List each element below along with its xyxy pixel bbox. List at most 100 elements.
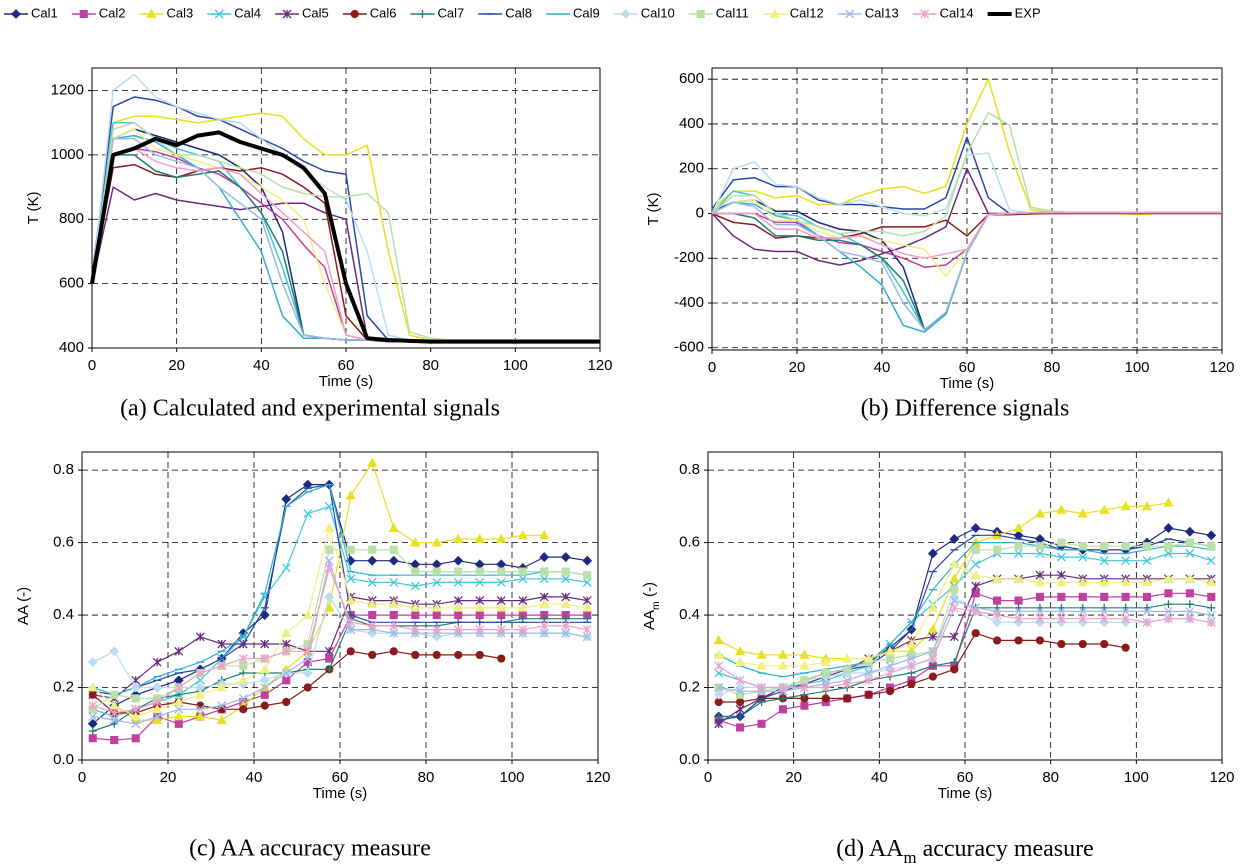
data-point [1164,542,1173,551]
data-point [1164,589,1173,598]
x-tick-label: 80 [422,357,439,374]
legend-marker [845,9,855,19]
data-point [302,609,313,619]
data-point [1207,542,1216,551]
text-part: (d) AA [836,836,904,862]
data-point [260,690,269,699]
y-tick-label: 800 [59,210,84,227]
data-point [1121,603,1130,612]
data-point [1163,497,1174,507]
data-point [518,574,528,584]
data-point [1078,552,1088,562]
data-point [539,628,549,638]
data-point [1207,592,1216,601]
data-point [259,664,270,674]
data-point [1164,548,1173,558]
data-point [736,723,745,732]
data-point [325,665,334,674]
data-point [517,530,528,540]
data-point [906,661,916,671]
legend-label: Cal4 [234,5,261,20]
data-point [196,701,205,710]
data-point [1100,603,1109,612]
data-point [757,683,767,692]
data-point [130,682,141,693]
x-tick-label: 40 [253,357,270,374]
data-point [1142,606,1152,616]
y-tick-label: 200 [679,160,704,177]
data-point [993,603,1002,612]
y-tick-label: 0.8 [679,461,700,478]
data-point [540,614,549,623]
data-point [388,555,399,566]
series-line [711,78,1222,216]
data-point [88,690,97,699]
data-point [281,668,291,678]
data-point [88,734,97,743]
data-point [1142,542,1152,551]
data-point [453,577,463,587]
data-point [1121,643,1130,652]
y-tick-label: 0.8 [53,461,74,478]
legend-label: Cal13 [865,5,899,20]
data-point [992,610,1002,620]
data-point [368,545,377,554]
data-point [195,632,205,642]
data-point [714,712,723,721]
data-point [539,598,550,609]
data-point [1206,577,1217,587]
data-point [928,646,938,656]
data-point [174,719,183,728]
data-point [518,567,527,576]
data-point [1100,639,1109,649]
legend-marker [146,8,157,18]
data-point [799,649,810,659]
data-point [453,555,464,566]
data-point [820,656,831,667]
y-tick-label: 0.6 [679,534,700,551]
series-line [92,462,545,721]
data-point [281,563,291,573]
data-point [281,639,291,649]
data-point [1142,556,1152,566]
y-tick-label: 0.4 [679,606,700,623]
data-point [1185,606,1195,616]
data-point [949,558,960,569]
data-point [109,715,119,725]
y-tick-label: 0.2 [679,678,700,695]
y-tick-label: 0.2 [53,678,74,695]
data-point [109,708,119,718]
caption: (c) AA accuracy measure [189,836,431,862]
legend-label: Cal5 [302,5,329,20]
data-point [368,611,377,620]
data-point [800,701,809,710]
x-tick-label: 100 [1124,359,1149,376]
data-point [843,665,852,674]
data-point [238,674,249,685]
series-line [90,130,600,344]
data-point [1206,617,1216,627]
data-point [109,646,120,657]
data-point [496,577,506,587]
text-part: m [650,601,662,610]
data-point [582,625,592,635]
data-point [1141,577,1153,587]
data-point [346,574,356,584]
data-point [1078,603,1087,612]
legend-label: Cal9 [573,5,600,20]
data-point [1078,614,1088,624]
data-point [1121,556,1131,566]
y-tick-label: 0.0 [679,751,700,768]
data-point [432,650,441,660]
data-point [389,647,398,656]
data-point [110,736,119,745]
series-line [92,596,588,699]
caption: (b) Difference signals [861,396,1070,422]
x-tick-label: 100 [499,769,524,786]
data-point [561,574,571,584]
data-point [1100,542,1109,551]
data-point [906,654,916,664]
data-point [885,687,895,696]
data-point [1013,522,1024,532]
y-tick-label: 0.4 [53,606,74,623]
